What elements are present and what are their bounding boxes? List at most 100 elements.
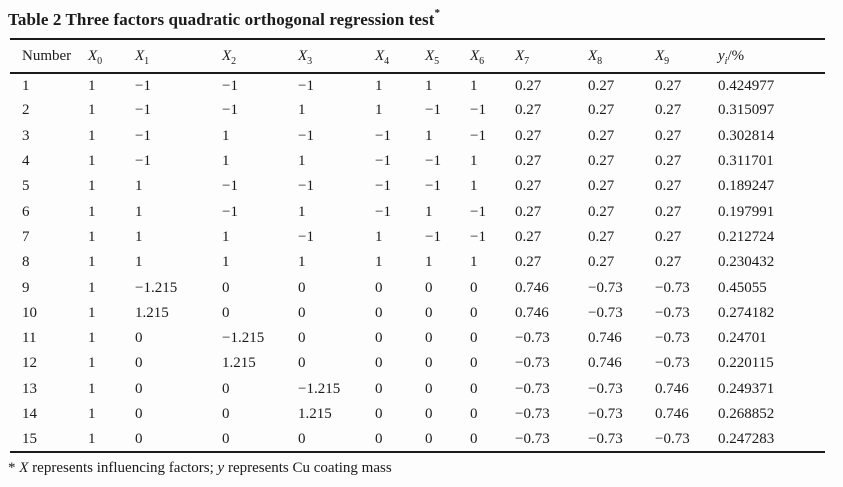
table-row-10: 10 1 1.215 0 0 0 0 0 0.746 −0.73 −0.73 0.274182 (10, 301, 825, 326)
cell-x4: −1 (375, 127, 391, 144)
cell-x7: −0.73 (515, 330, 550, 347)
cell-x0: 1 (88, 355, 96, 372)
cell-x5: 1 (425, 127, 433, 144)
cell-x4: 0 (375, 355, 383, 372)
cell-number: 1 (22, 77, 30, 94)
cell-x8: 0.27 (588, 153, 615, 170)
cell-x5: 1 (425, 203, 433, 220)
cell-y: 0.230432 (718, 254, 775, 271)
cell-x4: 0 (375, 430, 383, 447)
cell-x9: 0.746 (655, 380, 689, 397)
cell-x2: −1 (222, 77, 238, 94)
cell-y: 0.424977 (718, 77, 775, 94)
cell-x6: 1 (470, 178, 478, 195)
cell-x2: 1 (222, 228, 230, 245)
cell-x8: 0.27 (588, 77, 615, 94)
cell-x9: −0.73 (655, 330, 690, 347)
cell-x5: 0 (425, 304, 433, 321)
cell-x2: 1.215 (222, 355, 256, 372)
table-footnote: * X represents influencing factors; y re… (8, 460, 843, 477)
cell-x4: 0 (375, 380, 383, 397)
cell-y: 0.249371 (718, 380, 775, 397)
cell-x4: 1 (375, 228, 383, 245)
column-header-x8: X8 (588, 47, 603, 67)
cell-number: 12 (22, 355, 37, 372)
cell-x7: 0.27 (515, 77, 542, 94)
cell-x9: 0.27 (655, 102, 682, 119)
cell-y: 0.247283 (718, 430, 775, 447)
cell-x9: 0.27 (655, 127, 682, 144)
cell-x3: 1 (298, 153, 306, 170)
cell-x9: 0.27 (655, 77, 682, 94)
cell-x0: 1 (88, 430, 96, 447)
caption-footnote-marker: * (434, 7, 441, 19)
cell-x5: −1 (425, 102, 441, 119)
cell-x5: −1 (425, 153, 441, 170)
cell-x7: 0.27 (515, 228, 542, 245)
cell-y: 0.189247 (718, 178, 775, 195)
cell-x3: 0 (298, 430, 306, 447)
cell-number: 14 (22, 406, 37, 422)
cell-number: 7 (22, 228, 30, 245)
cell-x5: 0 (425, 380, 433, 397)
table-row-5: 5 1 1 −1 −1 −1 −1 1 0.27 0.27 0.27 0.189247 (10, 174, 825, 199)
footnote-text: * (8, 460, 20, 477)
regression-table: Number X0 X1 X2 X3 X4 X5 X6 X7 X8 X9 yi/% 1 1 −1 −1 −1 1… (10, 38, 825, 454)
cell-x7: −0.73 (515, 406, 550, 422)
cell-y: 0.45055 (718, 279, 767, 296)
cell-x1: 1 (135, 203, 143, 220)
cell-x6: −1 (470, 228, 486, 245)
table-caption: Table 2 Three factors quadratic orthogon… (8, 7, 843, 38)
cell-x4: −1 (375, 203, 391, 220)
cell-x8: 0.746 (588, 355, 622, 372)
cell-x8: −0.73 (588, 304, 623, 321)
table-row-2: 2 1 −1 −1 1 1 −1 −1 0.27 0.27 0.27 0.315097 (10, 98, 825, 123)
cell-x3: 1.215 (298, 406, 332, 422)
cell-x3: 0 (298, 355, 306, 372)
cell-x8: 0.27 (588, 127, 615, 144)
cell-x5: 1 (425, 77, 433, 94)
cell-x2: −1 (222, 102, 238, 119)
cell-x4: 1 (375, 254, 383, 271)
cell-x2: 0 (222, 406, 230, 422)
cell-x8: −0.73 (588, 380, 623, 397)
table-row-4: 4 1 −1 1 1 −1 −1 1 0.27 0.27 0.27 0.311701 (10, 149, 825, 174)
cell-x0: 1 (88, 178, 96, 195)
cell-x2: 1 (222, 127, 230, 144)
cell-x8: 0.746 (588, 330, 622, 347)
cell-x6: −1 (470, 203, 486, 220)
cell-x6: 0 (470, 304, 478, 321)
column-header-x9: X9 (655, 47, 670, 67)
cell-y: 0.302814 (718, 127, 775, 144)
cell-number: 11 (22, 330, 37, 347)
cell-x3: 0 (298, 304, 306, 321)
cell-x0: 1 (88, 279, 96, 296)
cell-x7: 0.27 (515, 178, 542, 195)
cell-y: 0.268852 (718, 406, 775, 422)
column-header-x2: X2 (222, 47, 237, 67)
cell-x5: 0 (425, 279, 433, 296)
cell-x9: 0.27 (655, 228, 682, 245)
cell-x3: −1 (298, 127, 314, 144)
cell-x4: 0 (375, 304, 383, 321)
cell-x4: 1 (375, 77, 383, 94)
cell-number: 6 (22, 203, 30, 220)
cell-x6: 1 (470, 77, 478, 94)
cell-x6: 0 (470, 430, 478, 447)
cell-x8: −0.73 (588, 430, 623, 447)
cell-x3: −1 (298, 77, 314, 94)
table-row-15: 15 1 0 0 0 0 0 0 −0.73 −0.73 −0.73 0.247283 (10, 427, 825, 452)
header-row: Number X0 X1 X2 X3 X4 X5 X6 X7 X8 X9 yi/% (10, 39, 825, 73)
table-row-14: 14 1 0 0 1.215 0 0 0 −0.73 −0.73 0.746 0.268852 (10, 402, 825, 427)
table-row-9: 9 1 −1.215 0 0 0 0 0 0.746 −0.73 −0.73 0.45055 (10, 275, 825, 300)
cell-x7: 0.27 (515, 127, 542, 144)
cell-x9: 0.27 (655, 203, 682, 220)
cell-x1: 1.215 (135, 304, 169, 321)
cell-number: 10 (22, 304, 37, 321)
column-header-x0: X0 (88, 47, 103, 67)
cell-number: 13 (22, 380, 37, 397)
cell-x6: 1 (470, 153, 478, 170)
table-row-7: 7 1 1 1 −1 1 −1 −1 0.27 0.27 0.27 0.212724 (10, 225, 825, 250)
cell-y: 0.274182 (718, 304, 775, 321)
cell-x3: 1 (298, 102, 306, 119)
